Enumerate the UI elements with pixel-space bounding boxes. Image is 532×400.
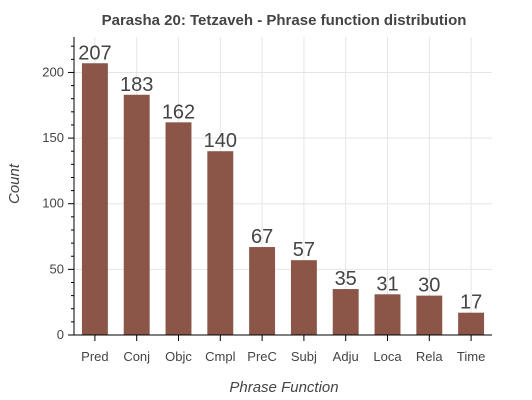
bars <box>81 63 485 336</box>
data-labels: 207 183 162 140 67 57 35 31 30 17 <box>78 42 482 313</box>
axes: Pred Conj Objc Cmpl PreC Subj Adju Loca Rela Time… <box>42 37 492 364</box>
bar-subj <box>290 260 317 335</box>
data-label-cmpl: 140 <box>204 130 237 152</box>
y-tick-label-50: 50 <box>50 261 64 276</box>
x-tick-label-pred: Pred <box>81 349 108 364</box>
data-label-time: 17 <box>460 292 482 314</box>
y-tick-label-100: 100 <box>42 196 64 211</box>
bar-adju <box>332 289 359 335</box>
x-tick-label-loca: Loca <box>373 349 402 364</box>
x-tick-label-rela: Rela <box>416 349 444 364</box>
bar-time <box>458 312 485 335</box>
bar-loca <box>374 294 401 335</box>
y-tick-label-0: 0 <box>57 327 64 342</box>
x-tick-label-objc: Objc <box>165 349 192 364</box>
x-tick-label-subj: Subj <box>291 349 317 364</box>
data-label-pred: 207 <box>78 42 111 64</box>
data-label-adju: 35 <box>335 268 357 290</box>
bar-rela <box>416 295 443 335</box>
data-label-subj: 57 <box>293 239 315 261</box>
y-axis-label: Count <box>6 163 23 204</box>
x-tick-label-time: Time <box>457 349 485 364</box>
y-tick-label-200: 200 <box>42 64 64 79</box>
y-tick-label-150: 150 <box>42 130 64 145</box>
bar-prec <box>249 247 276 335</box>
x-tick-label-conj: Conj <box>123 349 150 364</box>
x-tick-label-adju: Adju <box>333 349 359 364</box>
bar-objc <box>165 122 192 335</box>
data-label-objc: 162 <box>162 101 195 123</box>
chart-title: Parasha 20: Tetzaveh - Phrase function d… <box>102 12 467 29</box>
x-tick-label-prec: PreC <box>247 349 277 364</box>
data-label-rela: 30 <box>418 275 440 297</box>
bar-pred <box>81 63 108 336</box>
x-axis-label: Phrase Function <box>229 379 338 396</box>
x-tick-label-cmpl: Cmpl <box>205 349 235 364</box>
data-label-conj: 183 <box>120 74 153 96</box>
bar-cmpl <box>207 151 234 335</box>
data-label-prec: 67 <box>251 226 273 248</box>
bar-conj <box>123 94 150 335</box>
data-label-loca: 31 <box>376 273 398 295</box>
